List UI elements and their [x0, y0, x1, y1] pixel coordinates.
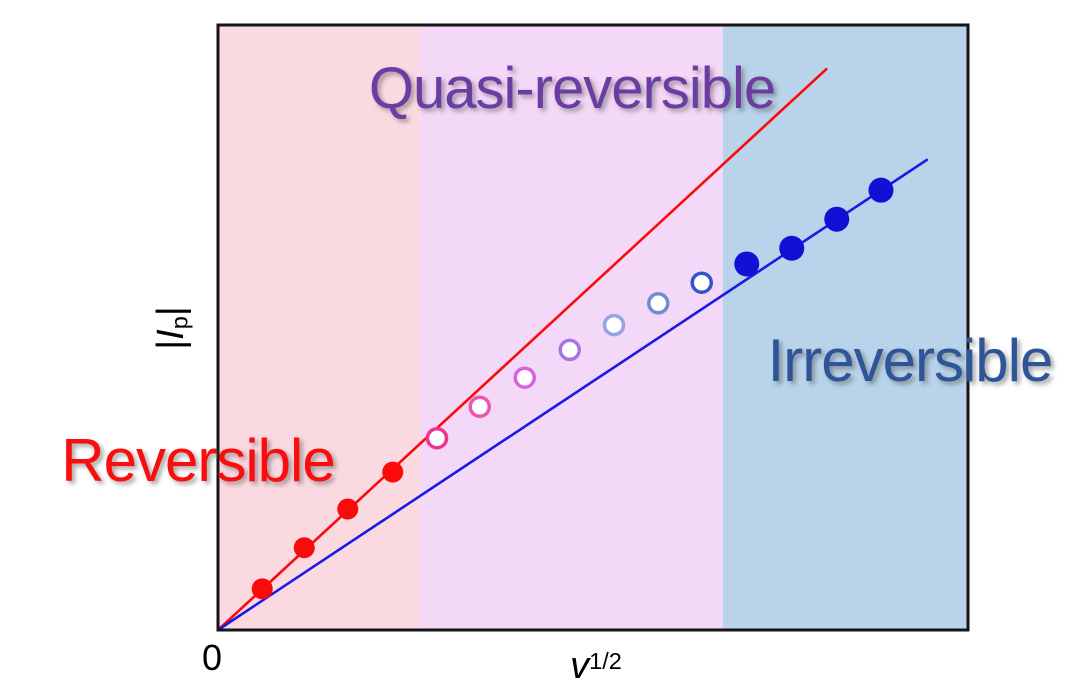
annotation-reversible: Reversible	[61, 427, 335, 494]
origin-tick-label: 0	[201, 637, 223, 678]
reversible-points-marker	[382, 461, 404, 483]
irreversible-points-marker	[824, 206, 850, 232]
transition-points-marker	[690, 271, 713, 294]
y-label-close-bar: |	[150, 306, 193, 317]
annotation-quasi-reversible: Quasi-reversible	[368, 56, 776, 121]
irreversible-limit-line	[216, 158, 929, 632]
y-label-symbol: I	[150, 329, 193, 340]
x-axis-label: v1/2	[570, 647, 622, 685]
transition-points-marker	[602, 313, 626, 337]
x-label-superscript: 1/2	[589, 648, 622, 675]
transition-points-marker	[425, 426, 449, 450]
y-label-open-bar: |	[150, 339, 193, 350]
reversible-points-marker	[251, 578, 273, 600]
y-axis-label: |Ip|	[150, 306, 193, 350]
irreversible-points-marker	[868, 177, 894, 203]
transition-points-marker	[468, 395, 491, 419]
x-label-symbol: v	[570, 645, 590, 687]
reversible-limit-line	[216, 67, 828, 632]
irreversible-points-marker	[734, 251, 760, 277]
reversible-points-marker	[337, 498, 359, 520]
transition-points-marker	[558, 338, 581, 362]
y-label-subscript: p	[166, 316, 193, 330]
annotation-irreversible: Irreversible	[767, 327, 1054, 394]
transition-points-marker	[513, 366, 536, 389]
plot-border	[216, 23, 970, 632]
transition-points-marker	[647, 292, 670, 315]
reversible-points-marker	[293, 537, 315, 559]
region-reversible	[218, 25, 420, 630]
irreversible-points-marker	[779, 235, 805, 261]
